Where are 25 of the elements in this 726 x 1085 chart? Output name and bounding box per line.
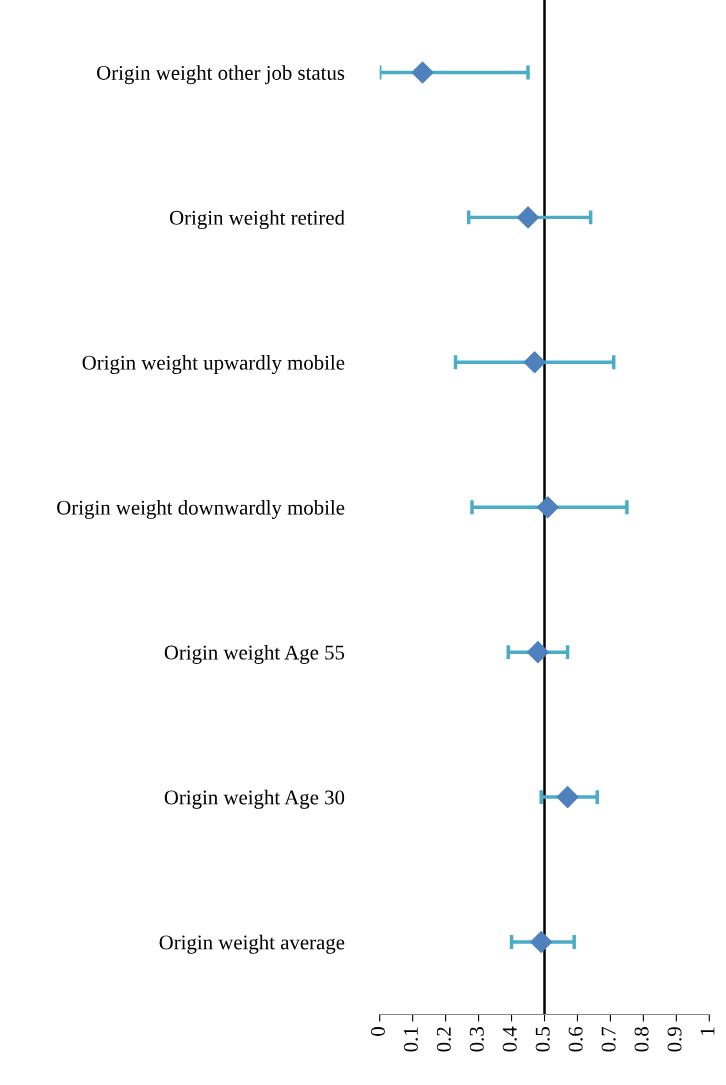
x-tick-label: 0 <box>370 1027 385 1036</box>
x-tick-label: 0.4 <box>502 1026 517 1052</box>
x-tick-label: 0.1 <box>403 1027 418 1052</box>
x-tick-label: 0.3 <box>469 1027 484 1052</box>
point <box>530 931 553 954</box>
x-tick-label: 0.5 <box>535 1027 550 1052</box>
x-tick-label: 0.7 <box>601 1026 616 1052</box>
point <box>556 786 579 809</box>
x-tick-label: 0.9 <box>667 1027 682 1052</box>
point <box>517 206 540 229</box>
y-tick-label: Origin weight other job status <box>97 65 345 85</box>
y-tick-label: Origin weight upwardly mobile <box>82 355 345 375</box>
point <box>536 496 559 519</box>
x-tick-label: 0.6 <box>568 1026 583 1052</box>
point <box>523 351 546 374</box>
x-tick-label: 0.8 <box>634 1027 649 1052</box>
y-tick-label: Origin weight Age 55 <box>164 644 345 664</box>
y-tick-label: Origin weight average <box>159 934 345 954</box>
y-tick-label: Origin weight downwardly mobile <box>57 500 345 519</box>
y-tick-label: Origin weight Age 30 <box>164 789 345 809</box>
point <box>526 641 549 664</box>
x-tick-label: 0.2 <box>436 1027 451 1052</box>
y-tick-label: Origin weight retired <box>169 210 345 230</box>
point <box>411 61 434 84</box>
x-tick-label: 1 <box>700 1027 715 1035</box>
